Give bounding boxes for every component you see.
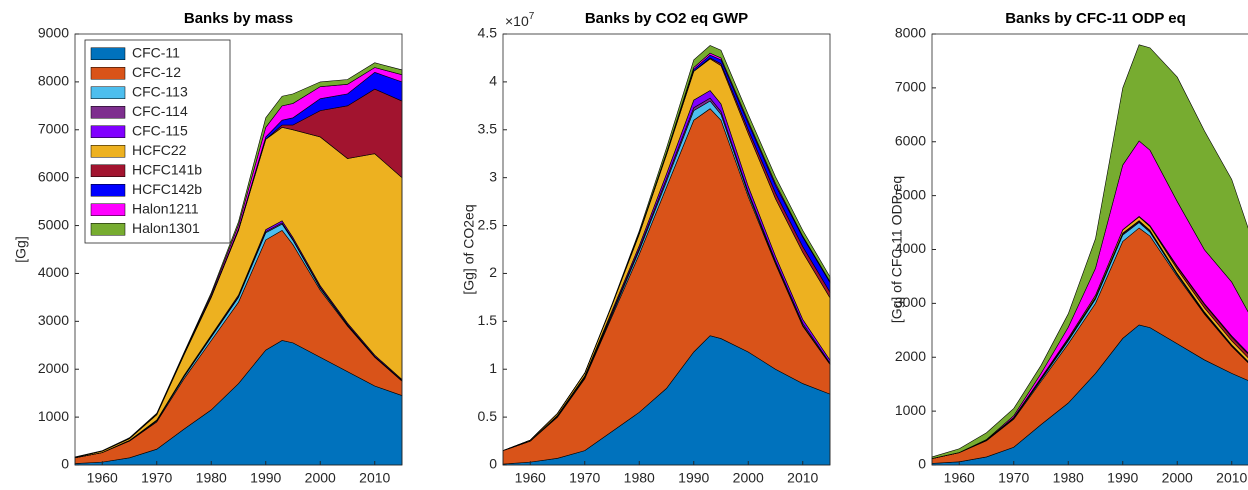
- y-tick-label: 3.5: [478, 120, 498, 136]
- x-tick-label: 2000: [1162, 470, 1193, 486]
- legend-label: Halon1301: [132, 220, 200, 236]
- x-tick-label: 1970: [569, 470, 600, 486]
- y-tick-label: 7000: [895, 79, 926, 95]
- y-tick-label: 4.5: [478, 25, 498, 41]
- plot: 1960 1970 1980 1990 2000 2010 0 0.5 1 1.5 2 2.5 3 3.5…: [461, 10, 831, 486]
- axes-box: [502, 33, 831, 466]
- y-tick-label: 6000: [895, 132, 926, 148]
- legend-label: CFC-12: [132, 64, 181, 80]
- legend-label: HCFC142b: [132, 181, 202, 197]
- y-tick-label: 4000: [38, 264, 69, 280]
- legend-swatch: [90, 67, 126, 80]
- legend-label: Halon1211: [132, 200, 199, 216]
- y-tick-label: 1000: [38, 408, 69, 424]
- y-axis-label: [Gg] of CFC-11 ODP eq: [889, 176, 905, 323]
- y-tick-label: 2: [489, 264, 497, 280]
- y-tick-label: 3: [489, 168, 497, 184]
- y-tick-label: 8000: [895, 25, 926, 41]
- x-tick-label: 1960: [515, 470, 546, 486]
- legend-swatch: [90, 164, 126, 177]
- legend-swatch: [90, 145, 126, 158]
- y-multiplier-base: ×10: [505, 13, 529, 29]
- chart-title: Banks by CO2 eq GWP: [585, 10, 748, 27]
- y-multiplier: ×107: [505, 11, 535, 29]
- y-multiplier-exponent: 7: [529, 11, 535, 22]
- y-tick-label: 1: [489, 360, 497, 376]
- y-tick-label: 4000: [895, 240, 926, 256]
- y-tick-label: 1000: [895, 402, 926, 418]
- x-tick-label: 2010: [1216, 470, 1247, 486]
- x-tick-label: 1980: [1053, 470, 1084, 486]
- x-tick-label: 2000: [733, 470, 764, 486]
- y-tick-label: 3000: [38, 312, 69, 328]
- plot: 1960 1970 1980 1990 2000 2010 0 1000 2000 3000 400…: [13, 10, 403, 486]
- y-tick-label: 2000: [38, 360, 69, 376]
- x-tick-label: 1970: [141, 470, 172, 486]
- legend-label: CFC-113: [132, 83, 188, 99]
- legend-label: HCFC22: [132, 142, 187, 158]
- chart-title: Banks by CFC-11 ODP eq: [1005, 10, 1186, 27]
- plot: 1960 1970 1980 1990 2000 2010 0 1000 2000 3000 400…: [889, 10, 1248, 486]
- legend-swatch: [90, 106, 126, 119]
- x-tick-label: 1980: [196, 470, 227, 486]
- chart-title: Banks by mass: [184, 10, 293, 27]
- legend-swatch: [90, 47, 126, 60]
- x-tick-label: 2010: [359, 470, 390, 486]
- axes-box: [74, 33, 403, 466]
- y-tick-label: 5000: [38, 216, 69, 232]
- area: [931, 44, 1248, 459]
- legend-swatch: [90, 184, 126, 197]
- y-tick-label: 0.5: [478, 408, 498, 424]
- y-axis-label: [Gg] of CO2eq: [461, 204, 477, 294]
- x-tick-label: 1960: [944, 470, 975, 486]
- legend-swatch: [90, 223, 126, 236]
- y-tick-label: 1.5: [478, 312, 498, 328]
- x-tick-label: 2000: [305, 470, 336, 486]
- x-tick-label: 2010: [787, 470, 818, 486]
- y-tick-label: 6000: [38, 168, 69, 184]
- legend-label: CFC-11: [132, 44, 180, 60]
- x-tick-label: 1960: [87, 470, 118, 486]
- y-tick-label: 5000: [895, 186, 926, 202]
- y-tick-label: 2.5: [478, 216, 498, 232]
- y-axis-label: [Gg]: [13, 236, 29, 262]
- x-tick-label: 1990: [678, 470, 709, 486]
- y-tick-label: 7000: [38, 120, 69, 136]
- y-tick-label: 9000: [38, 25, 69, 41]
- y-tick-label: 0: [61, 456, 69, 472]
- legend-swatch: [90, 203, 126, 216]
- y-tick-label: 0: [489, 456, 497, 472]
- legend-swatch: [90, 86, 126, 99]
- y-tick-label: 3000: [895, 294, 926, 310]
- y-tick-label: 0: [918, 456, 926, 472]
- x-tick-label: 1990: [1107, 470, 1138, 486]
- y-tick-label: 2000: [895, 348, 926, 364]
- x-tick-label: 1990: [250, 470, 281, 486]
- legend-label: CFC-115: [132, 122, 188, 138]
- x-tick-label: 1970: [998, 470, 1029, 486]
- legend-swatch: [90, 125, 126, 138]
- y-tick-label: 8000: [38, 73, 69, 89]
- x-tick-label: 1980: [624, 470, 655, 486]
- legend-label: CFC-114: [132, 103, 188, 119]
- legend-label: HCFC141b: [132, 161, 202, 177]
- y-tick-label: 4: [489, 73, 497, 89]
